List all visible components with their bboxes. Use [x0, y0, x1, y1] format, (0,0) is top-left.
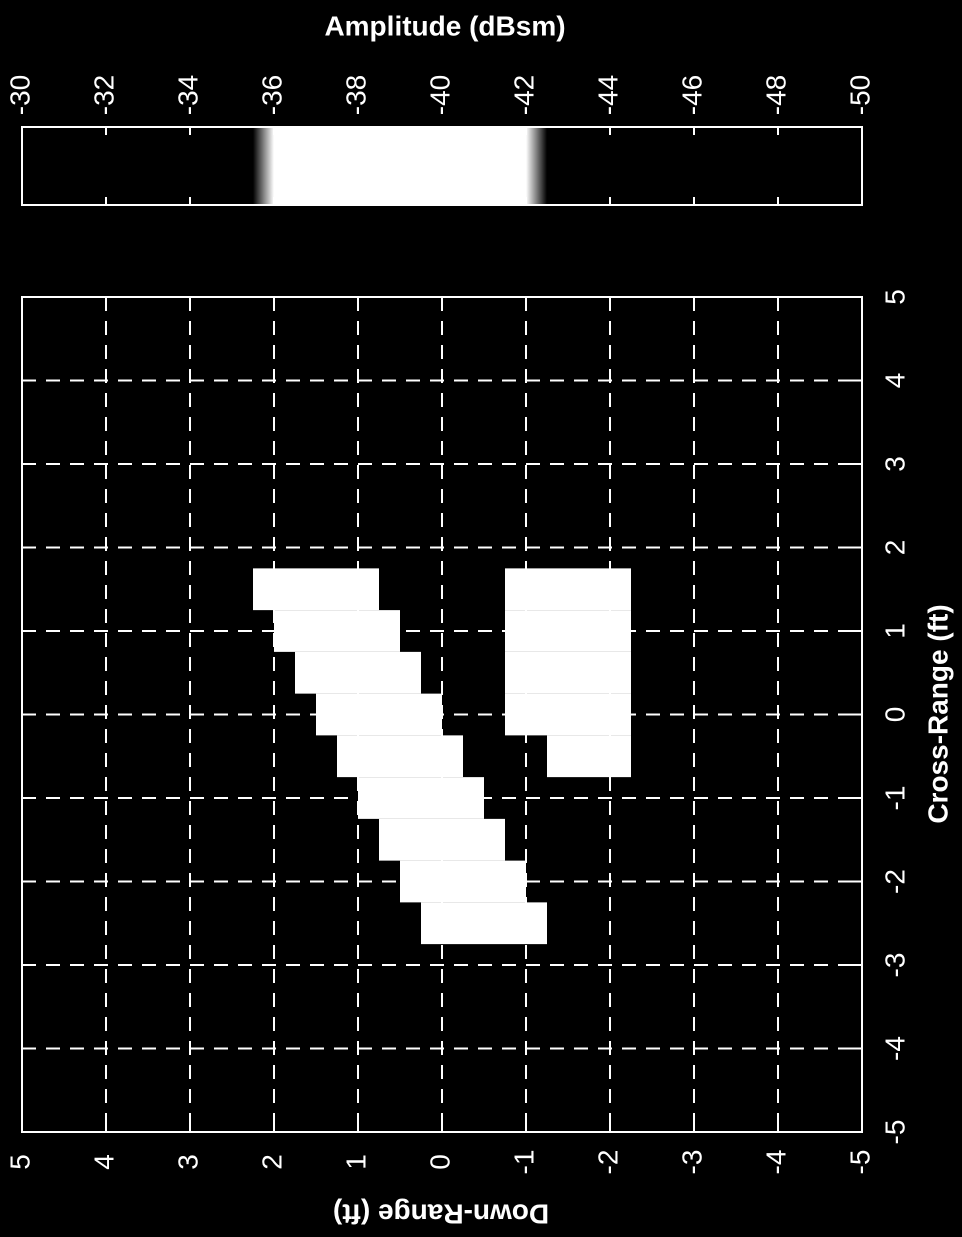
- colorbar-tick-label: -48: [760, 75, 791, 115]
- y-tick-label: 4: [88, 1154, 119, 1170]
- x-tick-label: -5: [879, 1120, 910, 1145]
- y-tick-label: -2: [592, 1150, 623, 1175]
- y-tick-label: -4: [760, 1150, 791, 1175]
- x-tick-label: -2: [879, 869, 910, 894]
- y-tick-label: 3: [172, 1154, 203, 1170]
- colorbar-tick-label: -34: [172, 75, 203, 115]
- colorbar-tick-label: -30: [4, 75, 35, 115]
- x-tick-label: -4: [879, 1036, 910, 1061]
- y-tick-label: -1: [508, 1150, 539, 1175]
- x-tick-label: 2: [879, 540, 910, 556]
- y-axis-label: Down-Range (ft): [333, 1199, 549, 1230]
- image-cell: [547, 568, 589, 611]
- colorbar-tick-label: -42: [508, 75, 539, 115]
- colorbar-title: Amplitude (dBsm): [324, 10, 565, 41]
- x-tick-label: 0: [879, 707, 910, 723]
- image-cell: [463, 818, 505, 861]
- image-cell: [379, 651, 421, 694]
- colorbar-tick-label: -40: [424, 75, 455, 115]
- x-tick-label: 1: [879, 623, 910, 639]
- colorbar-tick-label: -36: [256, 75, 287, 115]
- y-tick-label: 2: [256, 1154, 287, 1170]
- x-tick-label: 4: [879, 373, 910, 389]
- colorbar-tick-label: -44: [592, 75, 623, 115]
- y-tick-label: 5: [4, 1154, 35, 1170]
- image-cell: [295, 651, 337, 694]
- colorbar-tick-label: -50: [844, 75, 875, 115]
- image-cell: [547, 735, 589, 778]
- x-tick-label: 3: [879, 456, 910, 472]
- colorbar: [21, 126, 863, 206]
- x-axis-label: Cross-Range (ft): [922, 604, 953, 823]
- image-cell: [379, 818, 421, 861]
- colorbar-tick-label: -38: [340, 75, 371, 115]
- y-tick-label: -5: [844, 1150, 875, 1175]
- x-tick-label: 5: [879, 289, 910, 305]
- y-tick-label: -3: [676, 1150, 707, 1175]
- colorbar-tick-label: -46: [676, 75, 707, 115]
- image-cell: [379, 735, 421, 778]
- image-cell: [295, 568, 337, 611]
- x-tick-label: -1: [879, 786, 910, 811]
- y-tick-label: 0: [424, 1154, 455, 1170]
- x-tick-label: -3: [879, 953, 910, 978]
- y-tick-label: 1: [340, 1154, 371, 1170]
- image-cell: [463, 902, 505, 945]
- colorbar-tick-label: -32: [88, 75, 119, 115]
- image-cell: [547, 651, 589, 694]
